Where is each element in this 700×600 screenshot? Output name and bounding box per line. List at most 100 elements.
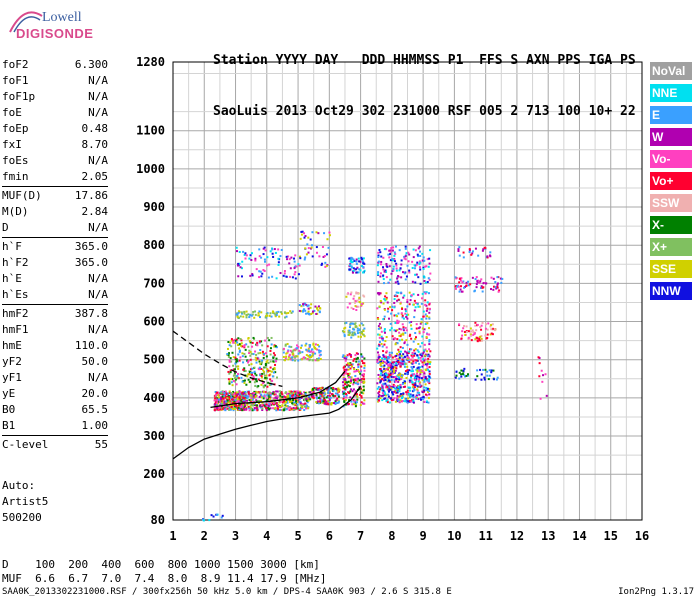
echo-point: [326, 388, 329, 391]
y-tick-label: 1280: [136, 55, 165, 69]
echo-point: [424, 323, 427, 326]
echo-point: [240, 395, 243, 398]
echo-point: [385, 336, 388, 339]
echo-point: [268, 263, 271, 266]
echo-point: [304, 234, 307, 237]
echo-point: [407, 356, 410, 359]
echo-point: [378, 333, 381, 336]
echo-point: [391, 258, 394, 261]
echo-point: [305, 354, 308, 357]
echo-point: [347, 331, 350, 334]
echo-point: [255, 399, 258, 402]
echo-point: [421, 292, 424, 295]
echo-point: [298, 398, 301, 401]
echo-point: [416, 367, 419, 370]
echo-point: [399, 375, 402, 378]
echo-point: [468, 248, 471, 251]
echo-point: [258, 340, 261, 343]
echo-point: [293, 267, 296, 270]
echo-point: [248, 407, 251, 410]
echo-point: [407, 400, 410, 403]
echo-point: [319, 387, 322, 390]
echo-point: [227, 341, 230, 344]
echo-point: [423, 349, 426, 352]
echo-point: [410, 394, 413, 397]
echo-point: [457, 249, 460, 252]
echo-point: [355, 377, 358, 380]
echo-point: [425, 336, 428, 339]
echo-point: [360, 396, 363, 399]
echo-point: [402, 392, 405, 395]
echo-point: [381, 345, 384, 348]
echo-point: [348, 399, 351, 402]
echo-point: [234, 404, 237, 407]
echo-point: [422, 396, 425, 399]
echo-point: [402, 332, 405, 335]
echo-point: [499, 277, 502, 280]
echo-point: [357, 305, 360, 308]
echo-point: [325, 396, 328, 399]
echo-point: [312, 392, 315, 395]
echo-point: [384, 369, 387, 372]
echo-point: [290, 256, 293, 259]
echo-point: [385, 276, 388, 279]
echo-point: [380, 260, 383, 263]
echo-point: [403, 365, 406, 368]
echo-point: [415, 359, 418, 362]
echo-point: [303, 391, 306, 394]
echo-point: [409, 386, 412, 389]
echo-point: [496, 376, 499, 379]
echo-point: [252, 404, 255, 407]
echo-point: [289, 394, 292, 397]
echo-point: [260, 256, 263, 259]
echo-point: [429, 377, 432, 380]
echo-point: [497, 290, 500, 293]
echo-point: [244, 369, 247, 372]
echo-point: [224, 393, 227, 396]
echo-point: [256, 407, 259, 410]
echo-point: [288, 262, 291, 265]
echo-point: [254, 350, 257, 353]
echo-point: [376, 292, 379, 295]
echo-point: [294, 395, 297, 398]
echo-point: [355, 268, 358, 271]
echo-point: [238, 408, 241, 411]
echo-point: [355, 300, 358, 303]
echo-point: [418, 362, 421, 365]
echo-point: [348, 372, 351, 375]
echo-point: [380, 369, 383, 372]
echo-point: [360, 353, 363, 356]
echo-point: [266, 345, 269, 348]
echo-point: [363, 364, 366, 367]
echo-point: [389, 329, 392, 332]
extrapolated-profile-line: [172, 330, 283, 388]
echo-point: [220, 392, 223, 395]
echo-point: [401, 395, 404, 398]
echo-point: [363, 402, 366, 405]
echo-point: [461, 330, 464, 333]
echo-point: [248, 349, 251, 352]
echo-point: [487, 322, 490, 325]
param-row: fxI 8.70: [2, 137, 108, 153]
echo-point: [495, 378, 498, 381]
echo-point: [251, 371, 254, 374]
echo-point: [396, 315, 399, 318]
echo-point: [337, 390, 340, 393]
echo-point: [357, 360, 360, 363]
echo-point: [262, 253, 265, 256]
echo-point: [484, 323, 487, 326]
echo-point: [296, 344, 299, 347]
echo-point: [343, 335, 346, 338]
echo-point: [273, 345, 276, 348]
echo-point: [411, 373, 414, 376]
echo-point: [298, 264, 301, 267]
param-row: h`E N/A: [2, 271, 108, 287]
echo-point: [402, 353, 405, 356]
echo-point: [290, 390, 293, 393]
echo-point: [250, 314, 253, 317]
autoscaling-info: Auto: Artist5 500200: [2, 478, 48, 526]
echo-point: [388, 370, 391, 373]
echo-point: [400, 378, 403, 381]
echo-point: [397, 386, 400, 389]
echo-point: [228, 390, 231, 393]
